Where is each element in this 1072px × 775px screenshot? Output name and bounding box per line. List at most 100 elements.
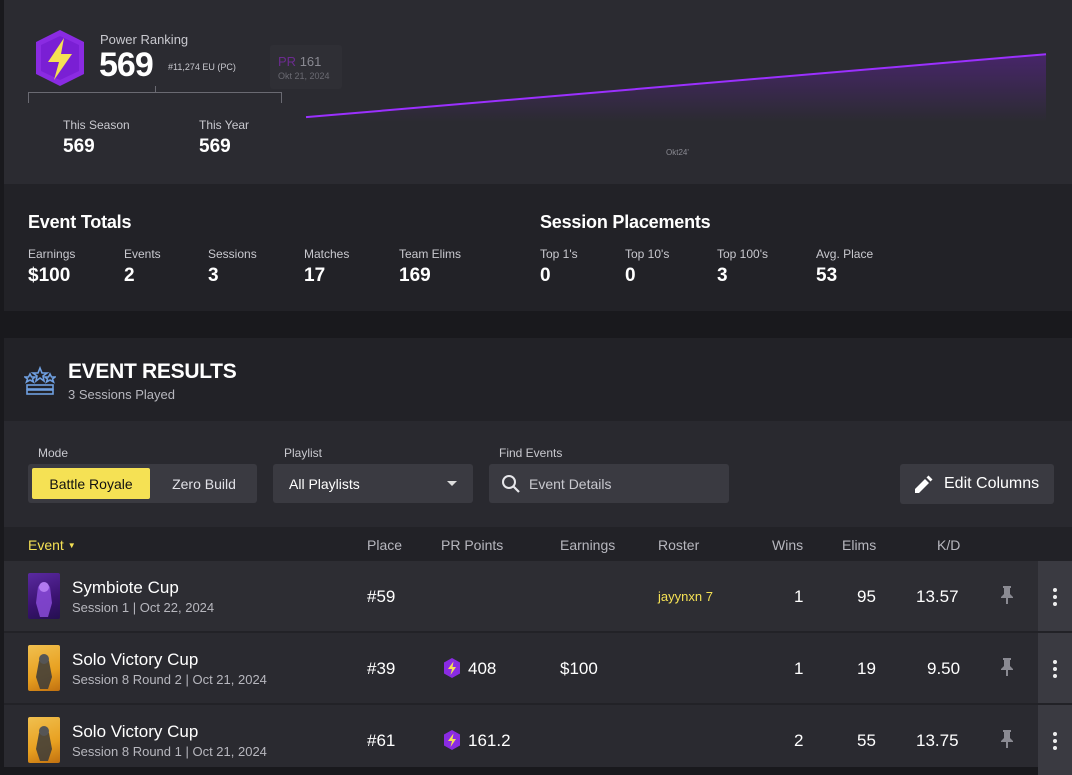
stat-earnings-label: Earnings: [28, 247, 76, 261]
this-year-value: 569: [199, 136, 231, 157]
stat-top100-label: Top 100's: [717, 247, 768, 261]
event-session-info: Session 1 | Oct 22, 2024: [72, 600, 215, 615]
chevron-down-icon: [447, 481, 457, 486]
this-year-label: This Year: [199, 118, 250, 132]
chart-area: [306, 54, 1046, 122]
more-vertical-icon: [1053, 588, 1057, 609]
session-placements-title: Session Placements: [540, 212, 711, 232]
power-ranking-chart[interactable]: [300, 30, 1056, 130]
power-ranking-value: 569: [99, 46, 154, 84]
event-results-subtitle: 3 Sessions Played: [68, 387, 175, 402]
table-row[interactable]: Symbiote Cup Session 1 | Oct 22, 2024 #5…: [4, 561, 1072, 631]
event-thumbnail: [28, 645, 60, 691]
event-date: Oct 22, 2024: [139, 600, 215, 615]
wins-value: 2: [794, 731, 804, 750]
column-header-event[interactable]: Event ▼: [28, 537, 76, 553]
stat-top100-value: 3: [717, 265, 728, 286]
column-header-event-label: Event: [28, 537, 64, 553]
mode-toggle: Battle Royale Zero Build: [28, 464, 257, 503]
event-session: Session 8 Round 2: [72, 672, 182, 687]
event-session-info: Session 8 Round 1 | Oct 21, 2024: [72, 744, 267, 759]
tooltip-value: 161: [299, 54, 322, 69]
column-header-kd[interactable]: K/D: [937, 537, 961, 553]
event-name[interactable]: Solo Victory Cup: [72, 650, 199, 669]
kd-value: 9.50: [927, 659, 961, 678]
search-input[interactable]: [527, 472, 721, 496]
event-date: Oct 21, 2024: [192, 744, 267, 759]
column-header-roster[interactable]: Roster: [658, 537, 700, 553]
stat-sessions-value: 3: [208, 265, 219, 286]
column-header-pr-points[interactable]: PR Points: [441, 537, 504, 553]
wins-value: 1: [794, 587, 804, 606]
ranking-bracket: [28, 92, 282, 105]
playlist-select-value: All Playlists: [289, 476, 360, 492]
table-row[interactable]: Solo Victory Cup Session 8 Round 2 | Oct…: [4, 633, 1072, 703]
edit-columns-label: Edit Columns: [944, 475, 1040, 492]
column-header-place[interactable]: Place: [367, 537, 403, 553]
event-session-info: Session 8 Round 2 | Oct 21, 2024: [72, 672, 267, 687]
totals-panel: [4, 184, 1072, 311]
mode-label: Mode: [38, 446, 69, 460]
stat-avg-place-value: 53: [816, 265, 838, 286]
mode-zero-build-button[interactable]: Zero Build: [172, 475, 236, 492]
power-ranking-icon: [444, 730, 460, 750]
tooltip-prefix: PR: [278, 54, 297, 69]
stat-top1-label: Top 1's: [540, 247, 578, 261]
wins-value: 1: [794, 659, 804, 678]
row-menu-button[interactable]: [1038, 561, 1072, 631]
tooltip-date: Okt 21, 2024: [278, 71, 330, 81]
pin-icon[interactable]: [1000, 657, 1014, 677]
stat-top1-value: 0: [540, 265, 551, 286]
pr-points-value: 161.2: [468, 731, 511, 750]
event-results-title: EVENT RESULTS: [68, 360, 237, 383]
chart-x-tick-label: Okt24': [666, 148, 689, 157]
more-vertical-icon: [1053, 732, 1057, 753]
event-thumbnail: [28, 717, 60, 763]
elims-value: 55: [857, 731, 876, 750]
pin-icon[interactable]: [1000, 585, 1014, 605]
place-value: #39: [367, 659, 396, 678]
ranking-bracket-tick: [155, 86, 156, 93]
pin-icon[interactable]: [1000, 729, 1014, 749]
stat-sessions-label: Sessions: [208, 247, 257, 261]
roster-link[interactable]: jayynxn 7: [658, 589, 713, 604]
event-totals-title: Event Totals: [28, 212, 132, 232]
stat-matches-label: Matches: [304, 247, 350, 261]
column-header-wins[interactable]: Wins: [772, 537, 804, 553]
column-header-elims[interactable]: Elims: [842, 537, 877, 553]
find-events-search: [489, 464, 729, 503]
this-season-label: This Season: [63, 118, 130, 132]
event-thumbnail: [28, 573, 60, 619]
row-menu-button[interactable]: [1038, 633, 1072, 703]
stat-events-value: 2: [124, 265, 135, 286]
stat-events-label: Events: [124, 247, 161, 261]
edit-columns-button[interactable]: Edit Columns: [900, 464, 1054, 504]
row-menu-button[interactable]: [1038, 705, 1072, 775]
stat-matches-value: 17: [304, 265, 326, 286]
playlist-select[interactable]: All Playlists: [273, 464, 473, 503]
table-row[interactable]: Solo Victory Cup Session 8 Round 1 | Oct…: [4, 705, 1072, 775]
stat-team-elims-value: 169: [399, 265, 431, 286]
playlist-label: Playlist: [284, 446, 323, 460]
power-ranking-icon: [444, 658, 460, 678]
event-session: Session 1: [72, 600, 130, 615]
stat-earnings-value: $100: [28, 265, 71, 286]
pencil-icon: [915, 475, 933, 493]
chart-tooltip: PR 161 Okt 21, 2024: [270, 45, 342, 89]
earnings-value: $100: [560, 659, 598, 678]
trophy-stars-icon: [24, 366, 56, 395]
place-value: #61: [367, 731, 396, 750]
lightning-shield-icon: [36, 30, 84, 86]
event-name[interactable]: Solo Victory Cup: [72, 722, 199, 741]
kd-value: 13.75: [916, 731, 959, 750]
find-events-label: Find Events: [499, 446, 563, 460]
mode-battle-royale-button[interactable]: Battle Royale: [32, 468, 150, 499]
event-session: Session 8 Round 1: [72, 744, 182, 759]
this-season-value: 569: [63, 136, 95, 157]
stat-top10-label: Top 10's: [625, 247, 670, 261]
stat-team-elims-label: Team Elims: [399, 247, 462, 261]
event-name[interactable]: Symbiote Cup: [72, 578, 179, 597]
stat-avg-place-label: Avg. Place: [816, 247, 874, 261]
column-header-earnings[interactable]: Earnings: [560, 537, 616, 553]
pr-points-value: 408: [468, 659, 497, 678]
